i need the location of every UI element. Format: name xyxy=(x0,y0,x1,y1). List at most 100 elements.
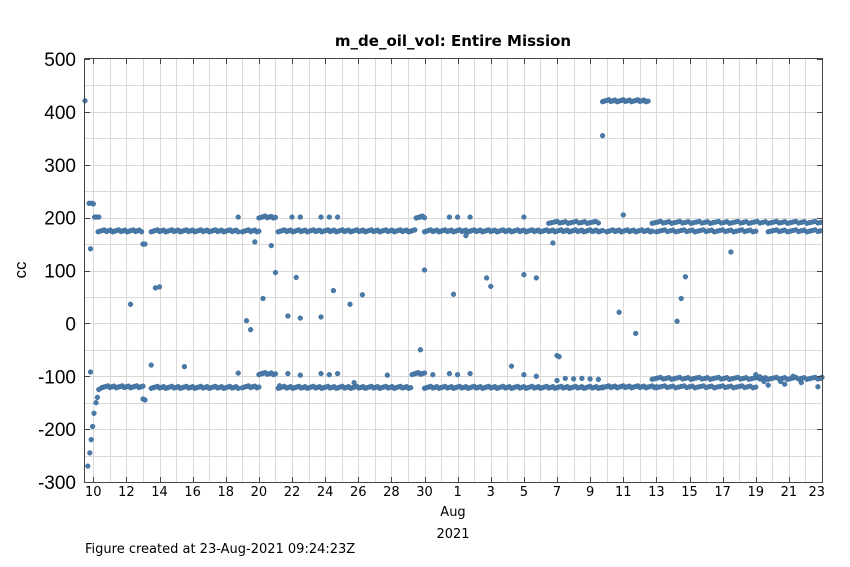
data-point xyxy=(533,275,539,281)
data-point xyxy=(521,214,527,220)
data-point xyxy=(351,379,357,386)
data-point xyxy=(753,372,759,378)
data-point xyxy=(761,378,767,385)
data-point xyxy=(243,318,250,324)
data-point xyxy=(645,98,651,104)
data-point xyxy=(790,373,796,379)
x-tick-label: 30 xyxy=(416,485,433,500)
x-tick-label: 3 xyxy=(487,485,495,500)
data-point xyxy=(554,377,560,384)
data-point xyxy=(326,372,332,378)
x-axis-year-label: 2021 xyxy=(436,527,469,542)
x-tick-label: 7 xyxy=(553,485,561,500)
data-point xyxy=(272,214,279,221)
data-point xyxy=(408,385,414,391)
x-tick-label: 15 xyxy=(681,485,698,500)
data-point xyxy=(384,372,390,378)
y-tick-label: 300 xyxy=(44,156,76,177)
x-tick-label: 10 xyxy=(85,485,102,500)
chart-title: m_de_oil_vol: Entire Mission xyxy=(335,32,571,50)
data-point xyxy=(285,313,291,319)
data-point xyxy=(90,201,96,207)
x-axis-tick-labels: 10 12 14 16 18 20 22 24 26 28 30 1 3 5 7 9 11 13 15 17 19 21 2… xyxy=(85,485,825,500)
data-point xyxy=(595,220,602,226)
data-point xyxy=(85,463,91,469)
x-tick-label: 9 xyxy=(586,485,594,500)
data-point xyxy=(268,242,274,249)
data-point xyxy=(682,274,689,280)
data-point xyxy=(256,228,262,234)
data-point xyxy=(127,301,134,307)
data-point xyxy=(570,376,577,382)
data-point xyxy=(421,267,428,273)
figure-created-note: Figure created at 23-Aug-2021 09:24:23Z xyxy=(85,542,356,557)
data-point xyxy=(256,384,262,390)
data-point xyxy=(334,370,341,377)
data-point xyxy=(148,362,154,368)
data-point xyxy=(753,384,759,390)
data-point xyxy=(620,212,626,218)
x-axis-month-label: Aug xyxy=(440,505,465,520)
data-point xyxy=(488,283,494,290)
data-point xyxy=(421,370,428,376)
data-point xyxy=(347,301,353,307)
data-point xyxy=(89,423,96,430)
data-point xyxy=(765,382,771,388)
x-tick-label: 28 xyxy=(383,485,400,500)
y-tick-label: 500 xyxy=(44,50,76,71)
data-points xyxy=(82,97,825,469)
y-tick-label: -200 xyxy=(38,420,76,441)
data-point xyxy=(587,376,593,382)
data-point xyxy=(454,214,461,220)
data-point xyxy=(235,214,241,220)
y-axis-tick-labels: 500 400 300 200 100 0 -100 -200 -300 xyxy=(38,50,76,494)
data-point xyxy=(533,373,539,379)
y-axis-label: cc xyxy=(11,261,30,279)
data-point xyxy=(450,291,457,297)
data-point xyxy=(87,450,93,456)
data-point xyxy=(272,371,279,377)
data-point xyxy=(285,370,291,377)
data-point xyxy=(753,228,759,234)
data-point xyxy=(467,214,473,220)
data-point xyxy=(359,292,366,298)
data-point xyxy=(181,364,188,370)
x-tick-label: 18 xyxy=(218,485,235,500)
data-point xyxy=(463,232,469,239)
data-point xyxy=(556,354,562,360)
x-tick-label: 22 xyxy=(284,485,301,500)
x-tick-label: 19 xyxy=(747,485,764,500)
data-point xyxy=(96,214,102,220)
y-tick-label: 100 xyxy=(44,262,76,283)
x-tick-label: 21 xyxy=(781,485,798,500)
data-point xyxy=(140,383,146,389)
grid-lines xyxy=(85,59,822,482)
data-point xyxy=(728,249,734,255)
data-point xyxy=(334,214,341,220)
data-point xyxy=(297,214,303,220)
data-point xyxy=(483,275,490,281)
data-point xyxy=(293,274,299,281)
data-point xyxy=(156,284,163,290)
data-point xyxy=(815,384,821,390)
data-point xyxy=(595,376,602,383)
data-point xyxy=(318,214,324,220)
x-tick-label: 1 xyxy=(453,485,461,500)
data-point xyxy=(88,437,94,443)
data-point xyxy=(412,227,418,233)
data-point xyxy=(446,214,453,220)
data-point xyxy=(579,375,585,382)
data-point xyxy=(430,372,436,378)
data-point xyxy=(93,400,99,406)
x-tick-label: 17 xyxy=(714,485,731,500)
x-tick-label: 5 xyxy=(520,485,528,500)
data-point xyxy=(467,370,473,377)
data-point xyxy=(247,327,254,333)
data-point xyxy=(276,383,283,389)
data-point xyxy=(633,330,639,337)
data-point xyxy=(562,375,568,382)
data-point xyxy=(454,372,461,378)
x-tick-label: 26 xyxy=(350,485,367,500)
x-tick-label: 14 xyxy=(151,485,168,500)
data-point xyxy=(252,239,258,245)
